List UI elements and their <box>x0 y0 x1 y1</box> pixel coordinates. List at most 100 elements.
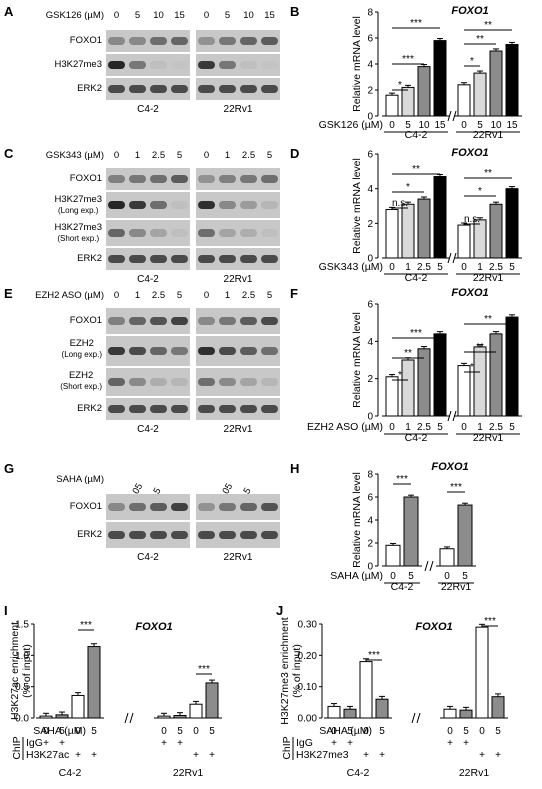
bar <box>433 176 447 259</box>
dose-label: 0 <box>390 571 396 582</box>
protein-band <box>108 531 125 539</box>
protein-band <box>261 61 278 69</box>
axis-break <box>129 712 134 724</box>
axis-break <box>411 712 416 724</box>
protein-band <box>198 405 215 413</box>
dose-label: 5 <box>379 726 385 737</box>
dose-label: 0 <box>389 120 395 131</box>
dose-label: 1 <box>224 290 231 301</box>
sig-label: *** <box>484 616 496 627</box>
bar <box>473 219 487 259</box>
antibody-plus-mark: + <box>75 750 81 761</box>
bar <box>491 696 505 719</box>
sig-label: ** <box>476 342 484 353</box>
protein-band <box>150 503 167 511</box>
blot-strip <box>196 168 280 190</box>
bar <box>55 714 69 719</box>
blot-row-label: ERK2 <box>77 403 102 414</box>
protein-band <box>129 378 146 386</box>
y-tick-label: 2 <box>367 539 373 550</box>
protein-band <box>240 175 257 183</box>
bar <box>417 198 431 259</box>
dose-label: 5 <box>266 290 273 301</box>
chart-title: FOXO1 <box>415 621 452 633</box>
protein-band <box>240 531 257 539</box>
bar <box>457 365 471 417</box>
dose-label: 1 <box>134 290 141 301</box>
x-axis-label: GSK126 (µM) <box>319 119 383 131</box>
protein-band <box>171 175 188 183</box>
dose-label: 5 <box>224 10 231 21</box>
dose-label: 5 <box>59 726 65 737</box>
blot-strip <box>196 54 280 76</box>
y-axis-label: H3K27me3 enrichment <box>279 617 291 724</box>
igg-plus-mark: + <box>463 738 469 749</box>
dose-label: 1 <box>134 150 141 161</box>
protein-band <box>150 61 167 69</box>
x-axis-label: SAHA (µM) <box>33 725 86 737</box>
protein-band <box>219 378 236 386</box>
sig-label: ** <box>476 34 484 45</box>
bar <box>439 548 455 567</box>
sig-label: ** <box>484 168 492 179</box>
dose-label: 10 <box>418 120 430 131</box>
dose-label: 5 <box>509 262 515 273</box>
dose-label: 10 <box>243 10 254 21</box>
y-tick-label: 0 <box>367 112 373 123</box>
group-label: C4-2 <box>405 272 428 284</box>
antibody-plus-mark: + <box>379 750 385 761</box>
dose-label: 10 <box>490 120 502 131</box>
sig-label: *** <box>396 474 408 485</box>
protein-band <box>108 503 125 511</box>
protein-band <box>261 317 278 325</box>
chip-label: ChIP <box>281 736 293 759</box>
blot-strip <box>196 30 280 52</box>
dose-label: 5 <box>347 726 353 737</box>
dose-label: 5 <box>405 120 411 131</box>
axis-break <box>447 110 452 122</box>
protein-band <box>219 347 236 355</box>
y-tick-label: 0 <box>367 562 373 573</box>
sig-label: *** <box>402 54 414 65</box>
sig-label: * <box>398 80 402 91</box>
sig-label: * <box>478 186 482 197</box>
dose-label: 2.5 <box>489 422 503 433</box>
protein-band <box>171 317 188 325</box>
dose-label: 0 <box>389 422 395 433</box>
axis-break <box>452 110 457 122</box>
bar <box>385 94 399 117</box>
protein-band <box>240 317 257 325</box>
group-label: C4-2 <box>391 581 414 593</box>
protein-band <box>198 175 215 183</box>
blot-row-label: FOXO1 <box>69 173 102 184</box>
sig-label: * <box>398 370 402 381</box>
sig-label: *** <box>410 18 422 29</box>
protein-band <box>240 85 257 93</box>
cell-line-label: C4-2 <box>137 104 159 115</box>
blot-row-label: H3K27me3 <box>54 59 102 70</box>
bar <box>359 661 373 719</box>
sig-label: *** <box>450 482 462 493</box>
protein-band <box>108 255 125 263</box>
bar <box>475 626 489 719</box>
bar-chart-J: FOXO1 0.00 0.10 0.20 0.30 H3K27me3 enrichment… <box>279 616 508 779</box>
dose-label: 5 <box>176 290 183 301</box>
protein-band <box>240 378 257 386</box>
y-tick-label: 4 <box>367 337 373 348</box>
group-label: 22Rv1 <box>173 767 204 779</box>
axis-break <box>447 410 452 422</box>
bar <box>403 496 419 567</box>
dose-label: 15 <box>434 120 446 131</box>
cell-line-label: 22Rv1 <box>223 424 253 435</box>
protein-band <box>129 405 146 413</box>
bar <box>39 715 53 719</box>
protein-band <box>219 503 236 511</box>
protein-band <box>171 347 188 355</box>
protein-band <box>171 229 188 237</box>
antibody-plus-mark: + <box>193 750 199 761</box>
bar <box>489 203 503 259</box>
antibody-label: H3K27ac <box>26 749 69 761</box>
sig-label: ** <box>412 164 420 175</box>
protein-band <box>129 229 146 237</box>
